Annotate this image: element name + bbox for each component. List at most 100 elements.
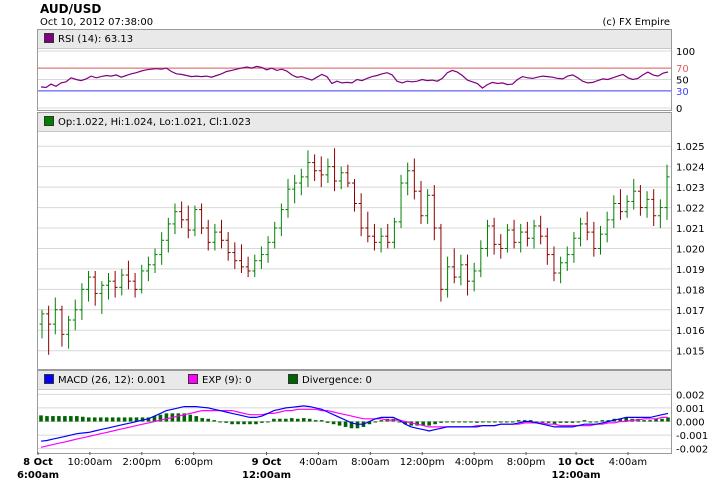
ohlc-bar bbox=[564, 246, 570, 271]
price-legend: Op:1.022, Hi:1.024, Lo:1.021, Cl:1.023 bbox=[38, 113, 671, 132]
price-chart: 1.015 1.016 1.017 1.018 1.019 1.020 1.021 1.022… bbox=[38, 142, 705, 358]
divergence-bar bbox=[564, 421, 569, 423]
ohlc-bar bbox=[358, 193, 364, 237]
divergence-bar bbox=[278, 418, 282, 422]
ohlc-bar bbox=[345, 164, 351, 188]
ohlc-bar bbox=[584, 211, 590, 241]
divergence-bar bbox=[481, 421, 485, 423]
ohlc-bar bbox=[604, 211, 610, 243]
ohlc-bar bbox=[298, 168, 304, 196]
macd-tick-label: -0.002 bbox=[676, 445, 708, 456]
divergence-bar bbox=[313, 420, 318, 422]
ohlc-bar bbox=[72, 299, 78, 331]
ohlc-bar bbox=[332, 148, 338, 192]
divergence-bar bbox=[618, 418, 623, 422]
divergence-bar bbox=[164, 413, 169, 422]
divergence-bar bbox=[540, 421, 545, 423]
ohlc-bar bbox=[52, 297, 58, 335]
ohlc-bar bbox=[59, 305, 65, 347]
instrument-title: AUD/USD bbox=[40, 2, 102, 16]
ohlc-bar bbox=[159, 232, 165, 265]
divergence-bar bbox=[469, 421, 473, 423]
ohlc-bar bbox=[637, 185, 643, 216]
price-tick-label: 1.015 bbox=[676, 347, 705, 358]
ohlc-bar bbox=[471, 262, 477, 292]
price-panel: Op:1.022, Hi:1.024, Lo:1.021, Cl:1.023 1… bbox=[37, 112, 705, 370]
divergence-bar bbox=[218, 421, 222, 423]
ohlc-bar bbox=[312, 154, 318, 181]
divergence-swatch-icon bbox=[288, 374, 298, 384]
divergence-bar bbox=[242, 421, 246, 425]
date-subtick-label: 12:00am bbox=[552, 470, 601, 481]
divergence-bar bbox=[343, 421, 348, 427]
macd-line bbox=[40, 405, 669, 442]
ohlc-bar bbox=[504, 223, 510, 253]
ohlc-bar bbox=[199, 203, 205, 235]
divergence-bar bbox=[373, 421, 378, 423]
ohlc-bar bbox=[92, 270, 98, 306]
divergence-bar bbox=[379, 420, 384, 422]
macd-tick-label: 0.001 bbox=[676, 404, 705, 415]
date-tick-label: 9 Oct bbox=[252, 457, 282, 468]
ohlc-bar bbox=[212, 223, 218, 251]
divergence-bar bbox=[301, 418, 306, 422]
divergence-bar bbox=[69, 416, 73, 422]
divergence-bar bbox=[152, 416, 157, 422]
divergence-bar bbox=[51, 416, 55, 422]
time-tick-label: 4:00pm bbox=[455, 457, 494, 468]
ohlc-bar bbox=[318, 156, 324, 188]
ohlc-bar bbox=[365, 211, 371, 243]
ohlc-legend-text: Op:1.022, Hi:1.024, Lo:1.021, Cl:1.023 bbox=[58, 117, 251, 128]
ohlc-bar bbox=[258, 246, 264, 269]
macd-legend-item: MACD (26, 12): 0.001 bbox=[44, 374, 166, 387]
divergence-bar bbox=[104, 417, 109, 422]
price-tick-label: 1.024 bbox=[676, 163, 705, 174]
divergence-bar bbox=[606, 420, 611, 422]
macd-tick-label: -0.001 bbox=[676, 431, 708, 442]
price-tick-label: 1.016 bbox=[676, 326, 705, 337]
ohlc-bar bbox=[465, 254, 471, 296]
ohlc-bar bbox=[611, 195, 617, 229]
divergence-bar bbox=[224, 421, 228, 423]
exp-legend-item: EXP (9): 0 bbox=[188, 374, 251, 387]
rsi-swatch-icon bbox=[44, 33, 54, 43]
ohlc-bar bbox=[185, 205, 191, 239]
divergence-bar bbox=[45, 416, 49, 422]
macd-tick-label: 0.002 bbox=[676, 390, 705, 401]
ohlc-bar bbox=[139, 264, 145, 294]
divergence-bar bbox=[522, 420, 527, 422]
ohlc-bar bbox=[518, 223, 524, 253]
ohlc-bar bbox=[99, 281, 105, 314]
time-tick-label: 8:00am bbox=[351, 457, 389, 468]
divergence-bar bbox=[427, 421, 431, 426]
divergence-bar bbox=[504, 421, 509, 423]
divergence-bar bbox=[236, 421, 240, 425]
divergence-bar bbox=[200, 418, 205, 422]
rsi-tick-label: 50 bbox=[676, 76, 689, 87]
macd-legend-text: MACD (26, 12): 0.001 bbox=[58, 375, 166, 386]
divergence-bar bbox=[439, 421, 443, 423]
ohlc-bar bbox=[624, 195, 630, 218]
divergence-bar bbox=[248, 421, 252, 425]
ohlc-bar bbox=[66, 315, 72, 349]
divergence-bar bbox=[116, 417, 121, 422]
divergence-bar bbox=[552, 421, 557, 425]
divergence-bar bbox=[63, 416, 67, 422]
ohlc-bar bbox=[445, 256, 451, 298]
ohlc-bar bbox=[631, 178, 637, 210]
divergence-bar bbox=[110, 417, 115, 422]
divergence-bar bbox=[594, 421, 599, 423]
divergence-bar bbox=[499, 421, 503, 423]
price-tick-label: 1.021 bbox=[676, 224, 705, 235]
divergence-bar bbox=[367, 421, 372, 425]
divergence-bar bbox=[284, 418, 288, 422]
time-tick-label: 4:00am bbox=[609, 457, 647, 468]
divergence-bar bbox=[397, 421, 402, 423]
ohlc-bar bbox=[524, 221, 530, 247]
ohlc-bar bbox=[451, 248, 457, 284]
macd-chart: -0.002 -0.001 0.000 0.001 0.002 bbox=[38, 390, 708, 456]
ohlc-bar bbox=[232, 242, 238, 269]
date-subtick-label: 12:00am bbox=[242, 470, 291, 481]
ohlc-bar bbox=[46, 305, 52, 355]
divergence-bar bbox=[254, 421, 258, 425]
